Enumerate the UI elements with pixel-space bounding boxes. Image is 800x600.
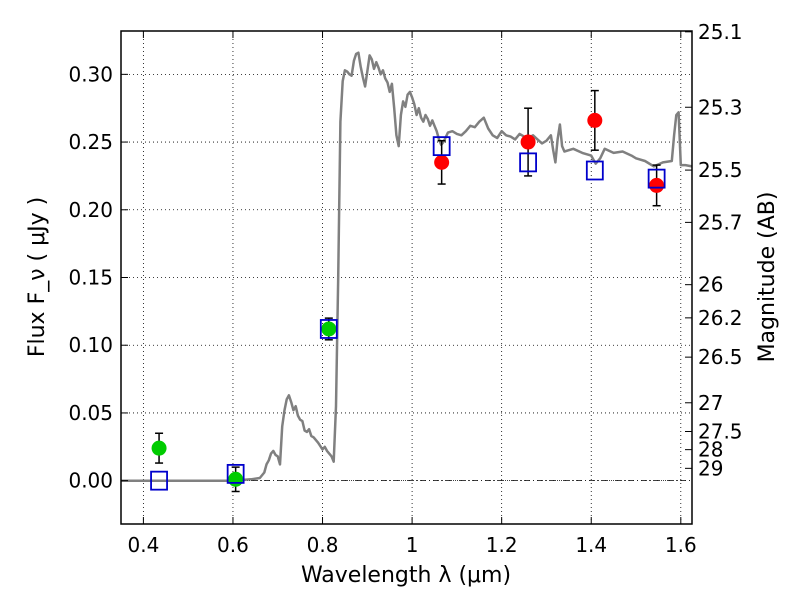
model-flux-point <box>585 160 604 181</box>
photometry-point <box>649 177 665 193</box>
magnitude-tick-label: 25.5 <box>698 158 743 182</box>
model-flux-point <box>519 152 537 173</box>
magnitude-tick-label: 25.7 <box>698 210 743 234</box>
model-flux-point <box>226 463 245 484</box>
template-spectrum <box>121 51 693 482</box>
y-tick-label: 0.20 <box>68 198 113 222</box>
y-tick-label: 0.00 <box>68 469 113 493</box>
photometry-point <box>520 134 536 150</box>
y-tick-label: 0.15 <box>68 266 113 290</box>
photometry-point <box>151 440 167 456</box>
axis-ticks <box>121 31 692 524</box>
model-flux-point <box>150 470 168 491</box>
photometry-point <box>228 471 244 487</box>
photometry-point <box>587 112 603 128</box>
x-tick-label: 0.4 <box>127 533 159 557</box>
model-flux-point <box>319 319 338 339</box>
magnitude-tick-label: 27.5 <box>698 419 743 443</box>
photometry-point <box>434 154 450 170</box>
magnitude-tick-label: 27 <box>698 391 723 415</box>
magnitude-tick-label: 26.5 <box>698 345 743 369</box>
model-flux-point <box>432 136 451 157</box>
x-tick-label: 1.2 <box>486 533 518 557</box>
tick-labels: 0.4 0.6 0.8 1 1.2 1.4 1.6 0.00 0.05 0.10 0.15 0.20 0… <box>68 20 742 557</box>
magnitude-tick-label: 28 <box>698 438 723 462</box>
magnitude-tick-label: 29 <box>698 456 723 480</box>
magnitude-tick-label: 25.1 <box>698 20 743 44</box>
photometry-point <box>321 321 337 337</box>
x-tick-label: 1.4 <box>575 533 607 557</box>
y-tick-label: 0.30 <box>68 62 113 86</box>
x-tick-label: 1.6 <box>665 533 697 557</box>
x-tick-label: 1 <box>406 533 419 557</box>
data-markers <box>150 112 666 491</box>
y-tick-label: 0.25 <box>68 130 113 154</box>
error-bars <box>155 89 661 493</box>
x-tick-label: 0.8 <box>307 533 339 557</box>
y-axis-right-label: Magnitude (AB) <box>755 192 780 363</box>
x-tick-label: 0.6 <box>217 533 249 557</box>
y-tick-label: 0.05 <box>68 401 113 425</box>
y-tick-label: 0.10 <box>68 333 113 357</box>
magnitude-tick-label: 26 <box>698 273 723 297</box>
model-flux-point <box>647 168 666 189</box>
spectrum-line <box>121 51 693 482</box>
magnitude-tick-label: 25.3 <box>698 95 743 119</box>
x-axis-label: Wavelength λ (μm) <box>301 563 511 588</box>
y-axis-label: Flux F_ν ( μJy ) <box>25 197 50 357</box>
magnitude-tick-label: 26.2 <box>698 306 743 330</box>
